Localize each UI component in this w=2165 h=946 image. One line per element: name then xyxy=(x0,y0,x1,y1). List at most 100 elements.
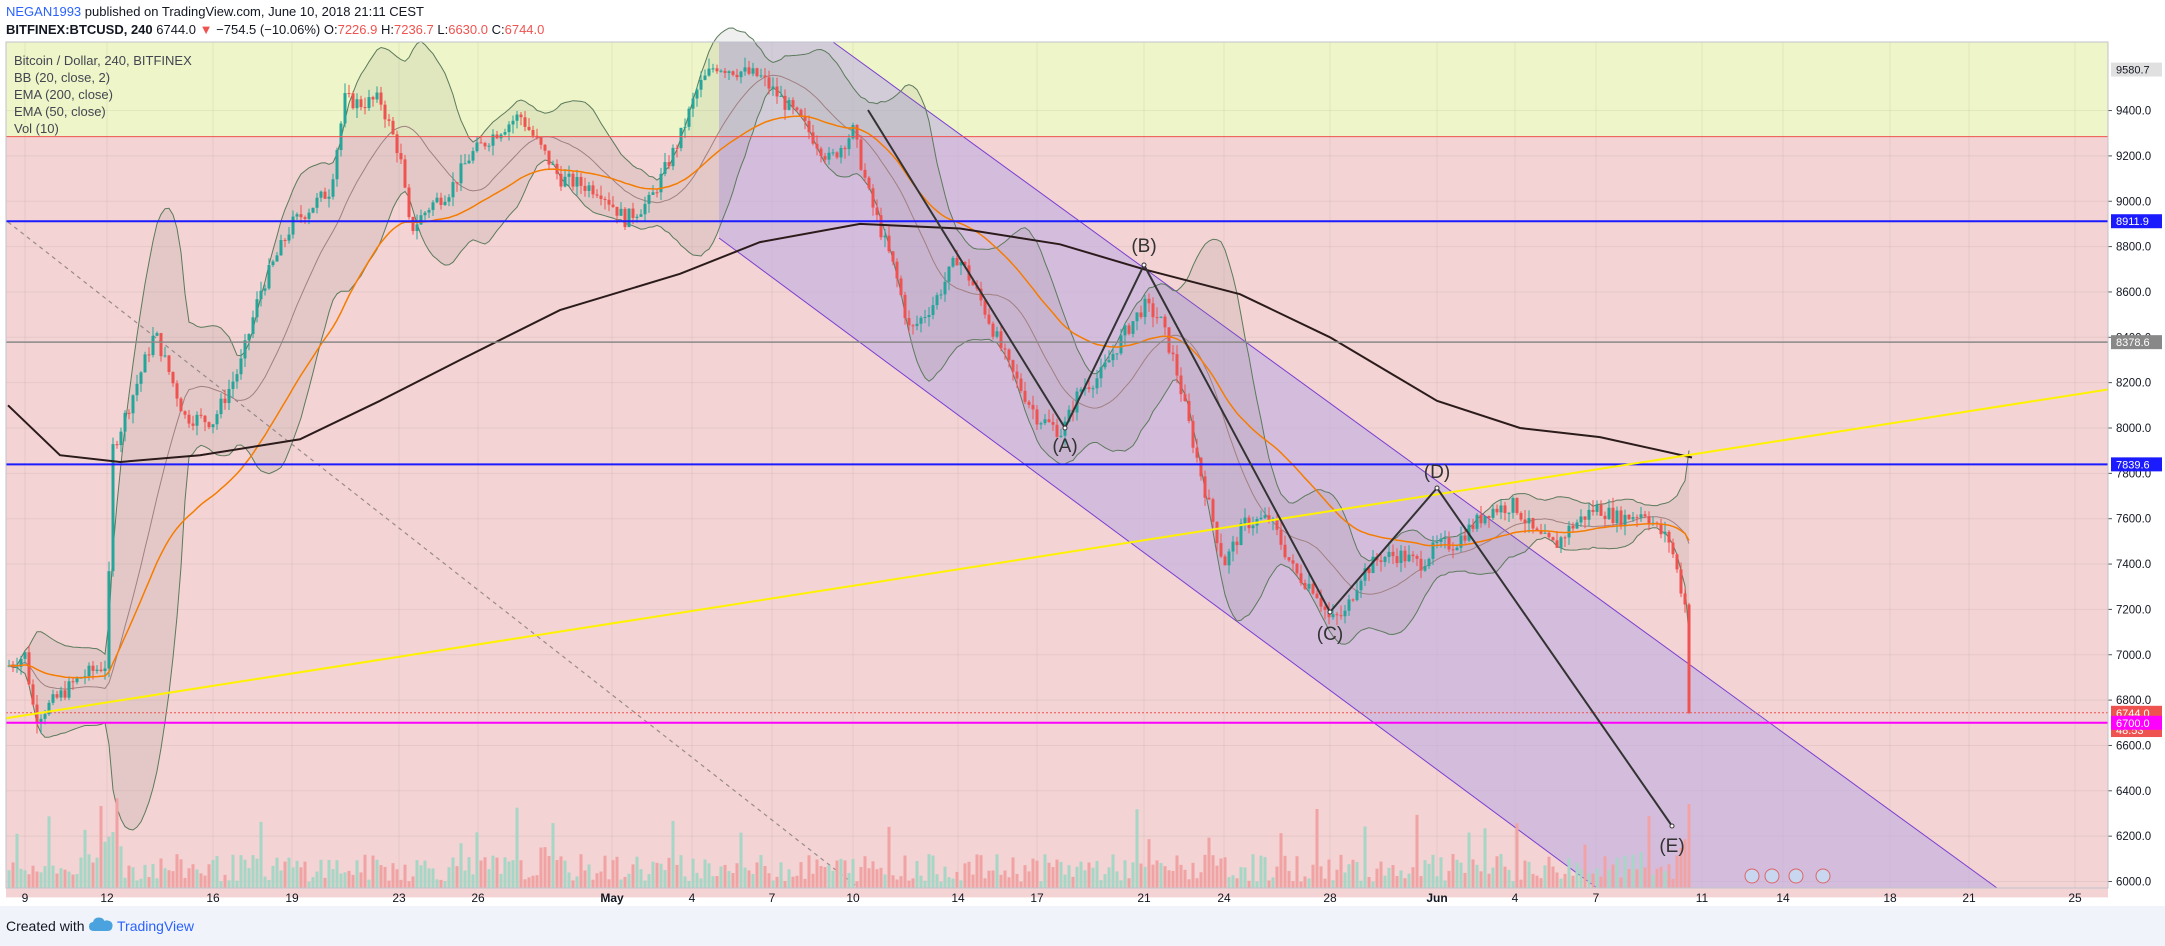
volume-bar xyxy=(699,878,703,888)
volume-bar xyxy=(1123,860,1127,888)
volume-bar xyxy=(1267,880,1271,888)
candle-body xyxy=(743,67,747,72)
candle-body xyxy=(927,315,931,318)
volume-bar xyxy=(1219,858,1223,888)
volume-bar xyxy=(1159,863,1163,888)
volume-bar xyxy=(563,860,567,888)
low-value: 6630.0 xyxy=(448,22,488,37)
candle-body xyxy=(663,162,667,174)
volume-bar xyxy=(1475,864,1479,888)
time-tick-label: May xyxy=(600,891,624,905)
volume-bar xyxy=(1271,877,1275,888)
time-tick-label: 16 xyxy=(206,891,220,905)
candle-body xyxy=(415,224,419,232)
wave-label-d: (D) xyxy=(1424,462,1450,483)
volume-bar xyxy=(127,865,131,888)
author-link[interactable]: NEGAN1993 xyxy=(6,4,82,19)
volume-bar xyxy=(743,867,747,888)
candle-body xyxy=(659,173,663,193)
candle-body xyxy=(195,414,199,426)
volume-bar xyxy=(1171,870,1175,888)
volume-bar xyxy=(303,861,307,888)
candle-body xyxy=(1315,593,1319,599)
candle-body xyxy=(91,665,95,671)
volume-bar xyxy=(275,857,279,888)
volume-bar xyxy=(1199,872,1203,888)
candle-body xyxy=(887,235,891,252)
volume-bar xyxy=(655,862,659,888)
candle-body xyxy=(1631,517,1635,520)
price-chart[interactable]: (A) (B) (C) (D) (E) 6000.0 6200.0 6400.0 6600.0… xyxy=(0,0,2165,906)
tradingview-link[interactable]: TradingView xyxy=(117,918,195,934)
volume-bar xyxy=(1655,868,1659,888)
candle-body xyxy=(1251,525,1255,529)
volume-bar xyxy=(1247,880,1251,888)
candle-body xyxy=(999,331,1003,349)
volume-bar xyxy=(567,872,571,888)
price-tick-label: 8800.0 xyxy=(2116,242,2151,254)
candle-body xyxy=(895,261,899,279)
candle-body xyxy=(303,217,307,219)
volume-bar xyxy=(755,862,759,888)
volume-bar xyxy=(1515,823,1519,888)
volume-bar xyxy=(67,871,71,888)
candle-body xyxy=(71,681,75,683)
volume-bar xyxy=(1031,858,1035,888)
volume-bar xyxy=(339,873,343,888)
candle-body xyxy=(1371,556,1375,574)
volume-bar xyxy=(1559,878,1563,888)
candle-body xyxy=(95,669,99,671)
candle-body xyxy=(767,77,771,89)
volume-bar xyxy=(1563,873,1567,888)
candle-body xyxy=(959,262,963,266)
volume-bar xyxy=(963,863,967,888)
candle-body xyxy=(363,107,367,109)
volume-bar xyxy=(967,861,971,888)
candle-body xyxy=(119,431,123,446)
volume-bar xyxy=(423,860,427,888)
volume-bar xyxy=(219,881,223,888)
candle-body xyxy=(1155,317,1159,319)
candle-body xyxy=(1159,316,1163,318)
volume-bar xyxy=(983,878,987,888)
volume-bar xyxy=(1151,864,1155,888)
candle-body xyxy=(75,677,79,683)
price-tag-bg xyxy=(2111,335,2162,350)
candle-body xyxy=(19,658,23,667)
volume-bar xyxy=(1179,864,1183,888)
wave-node xyxy=(1062,425,1068,431)
volume-bar xyxy=(911,878,915,888)
candle-body xyxy=(771,86,775,89)
volume-bar xyxy=(659,863,663,888)
volume-bar xyxy=(803,878,807,888)
candle-body xyxy=(1531,517,1535,529)
candle-body xyxy=(875,207,879,216)
candle-body xyxy=(599,195,603,199)
volume-bar xyxy=(191,864,195,888)
volume-bar xyxy=(1347,864,1351,888)
volume-bar xyxy=(427,868,431,888)
volume-bar xyxy=(1235,878,1239,888)
volume-bar xyxy=(1183,869,1187,888)
volume-bar xyxy=(383,866,387,888)
candle-body xyxy=(627,208,631,228)
volume-bar xyxy=(1079,861,1083,888)
volume-bar xyxy=(851,858,855,888)
candle-body xyxy=(603,198,607,200)
candle-body xyxy=(571,173,575,187)
candle-body xyxy=(1243,517,1247,524)
volume-bar xyxy=(1643,867,1647,888)
symbol-line: BITFINEX:BTCUSD, 240 6744.0 ▼ −754.5 (−1… xyxy=(6,21,544,38)
tradingview-cloud-icon[interactable] xyxy=(88,916,114,934)
volume-bar xyxy=(379,865,383,888)
candle-body xyxy=(1347,599,1351,611)
price-tick-label: 6400.0 xyxy=(2116,786,2151,798)
volume-bar xyxy=(407,881,411,888)
candle-body xyxy=(1011,360,1015,372)
wave-label-a: (A) xyxy=(1052,436,1077,457)
volume-bar xyxy=(263,876,267,888)
volume-bar xyxy=(291,867,295,888)
candle-body xyxy=(387,119,391,121)
volume-bar xyxy=(827,865,831,888)
candle-body xyxy=(1443,538,1447,540)
